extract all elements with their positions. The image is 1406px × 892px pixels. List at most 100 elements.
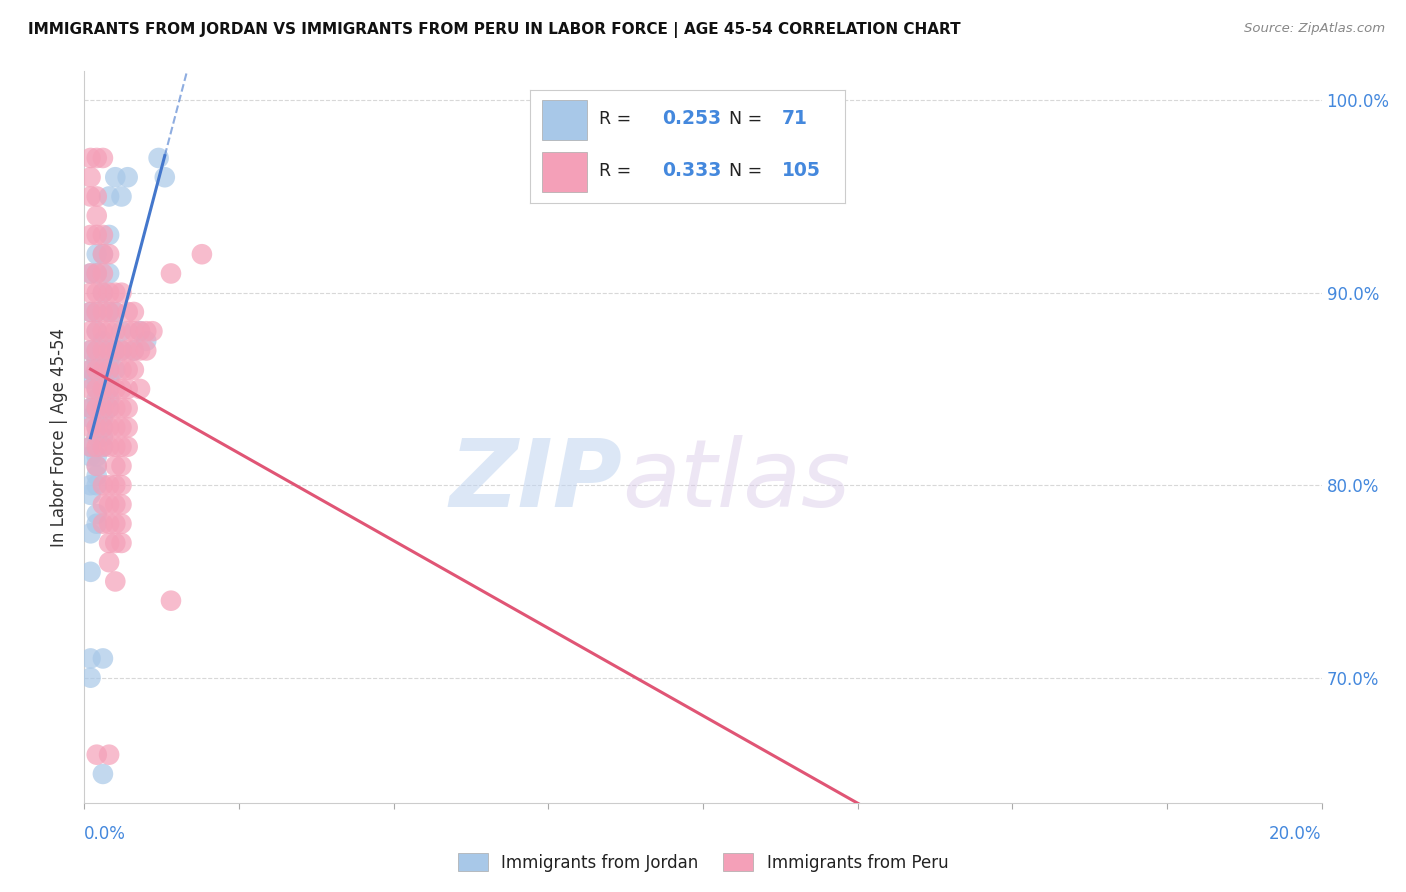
Text: ZIP: ZIP xyxy=(450,435,623,527)
Point xyxy=(110,516,132,531)
Point xyxy=(79,372,101,386)
Point xyxy=(98,267,121,281)
Point xyxy=(98,401,121,416)
Point xyxy=(98,305,121,319)
Point xyxy=(91,401,114,416)
Point xyxy=(110,285,132,300)
Point xyxy=(79,410,101,425)
Point xyxy=(86,324,108,338)
Point xyxy=(104,362,127,376)
Point xyxy=(129,343,152,358)
Point xyxy=(91,478,114,492)
Point xyxy=(98,420,121,434)
Point xyxy=(98,440,121,454)
Y-axis label: In Labor Force | Age 45-54: In Labor Force | Age 45-54 xyxy=(51,327,69,547)
Point xyxy=(91,372,114,386)
Point xyxy=(122,343,145,358)
Point xyxy=(129,324,152,338)
Point xyxy=(86,382,108,396)
Point xyxy=(117,440,139,454)
Point xyxy=(86,401,108,416)
Point xyxy=(191,247,214,261)
Point xyxy=(86,151,108,165)
Point xyxy=(91,285,114,300)
Point xyxy=(110,420,132,434)
Point xyxy=(98,478,121,492)
Point xyxy=(79,305,101,319)
Point xyxy=(98,227,121,242)
Point xyxy=(98,382,121,396)
Point xyxy=(110,401,132,416)
Text: 20.0%: 20.0% xyxy=(1270,825,1322,843)
Point xyxy=(98,353,121,368)
Point xyxy=(86,382,108,396)
Point xyxy=(91,247,114,261)
Point xyxy=(104,285,127,300)
Point xyxy=(104,170,127,185)
Point xyxy=(91,392,114,406)
Point xyxy=(86,362,108,376)
Point xyxy=(117,362,139,376)
Point xyxy=(91,353,114,368)
Point xyxy=(79,170,101,185)
Point xyxy=(86,267,108,281)
Point xyxy=(91,324,114,338)
Point xyxy=(86,324,108,338)
Point xyxy=(98,343,121,358)
Point xyxy=(98,555,121,569)
Point xyxy=(104,382,127,396)
Point xyxy=(91,362,114,376)
Point xyxy=(117,170,139,185)
Point xyxy=(91,430,114,444)
Point xyxy=(148,151,170,165)
Point xyxy=(160,267,183,281)
Point xyxy=(91,343,114,358)
Point xyxy=(91,410,114,425)
Point xyxy=(91,151,114,165)
Point xyxy=(91,440,114,454)
Point xyxy=(86,420,108,434)
Text: 0.0%: 0.0% xyxy=(84,825,127,843)
Point xyxy=(110,536,132,550)
Point xyxy=(91,362,114,376)
Point xyxy=(104,574,127,589)
Point xyxy=(79,488,101,502)
Point xyxy=(122,305,145,319)
Point xyxy=(86,450,108,464)
Point xyxy=(79,401,101,416)
Point xyxy=(86,372,108,386)
Point xyxy=(135,343,157,358)
Point xyxy=(79,420,101,434)
Point xyxy=(104,305,127,319)
Point xyxy=(86,458,108,473)
Point xyxy=(104,420,127,434)
Point xyxy=(86,458,108,473)
Point xyxy=(98,305,121,319)
Point xyxy=(79,362,101,376)
Point xyxy=(86,507,108,521)
Point xyxy=(129,382,152,396)
Point xyxy=(98,516,121,531)
Point xyxy=(86,227,108,242)
Point xyxy=(79,343,101,358)
Point xyxy=(104,516,127,531)
Point xyxy=(79,651,101,665)
Point xyxy=(86,305,108,319)
Point xyxy=(98,343,121,358)
Point xyxy=(79,324,101,338)
Point xyxy=(86,468,108,483)
Point xyxy=(91,285,114,300)
Point xyxy=(98,392,121,406)
Point xyxy=(91,334,114,348)
Point xyxy=(117,343,139,358)
Point xyxy=(104,458,127,473)
Point xyxy=(98,536,121,550)
Point xyxy=(86,343,108,358)
Point xyxy=(86,516,108,531)
Point xyxy=(98,362,121,376)
Point xyxy=(110,343,132,358)
Point xyxy=(79,671,101,685)
Point xyxy=(91,516,114,531)
Point xyxy=(104,324,127,338)
Point xyxy=(79,227,101,242)
